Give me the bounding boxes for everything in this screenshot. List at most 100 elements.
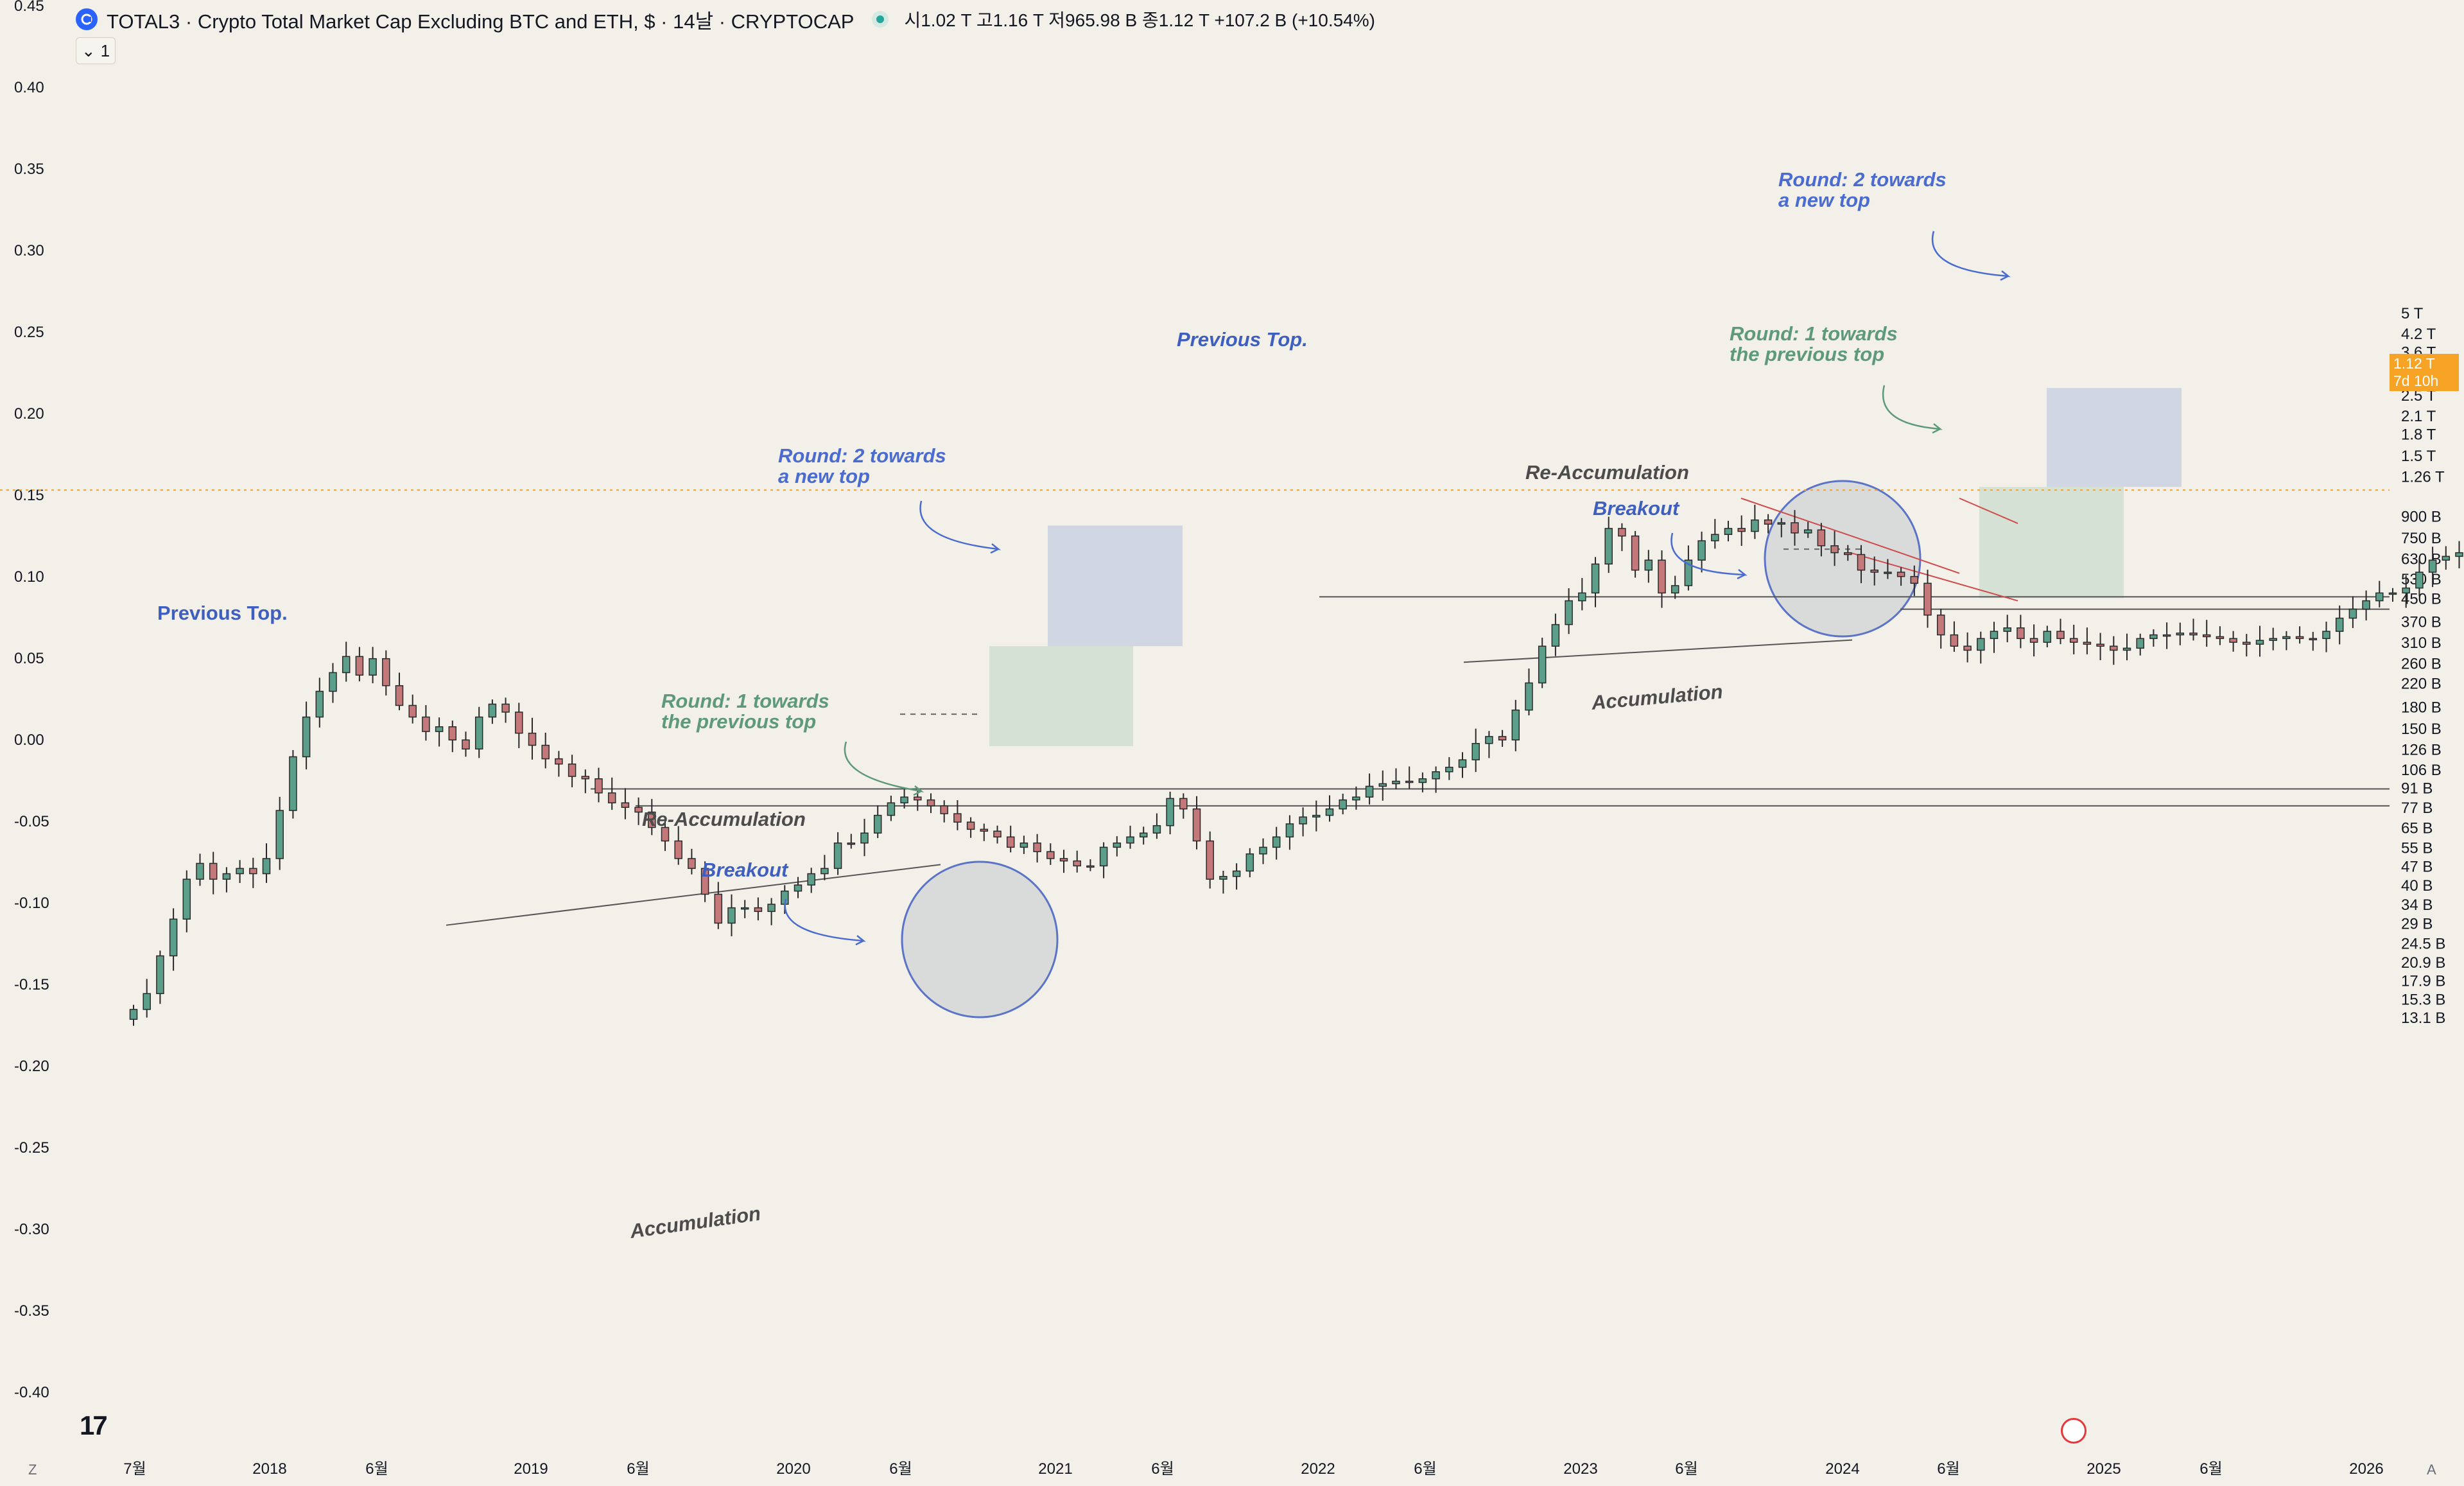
candle <box>249 857 257 888</box>
candle-body <box>1684 559 1693 586</box>
candle-body <box>1711 534 1719 541</box>
candle-body <box>1977 638 1985 651</box>
candle-body <box>555 758 563 765</box>
candle <box>2229 631 2237 652</box>
time-tick-label: 6월 <box>2199 1460 2222 1478</box>
candle <box>1179 793 1188 819</box>
candle <box>2029 624 2038 657</box>
candle-body <box>515 712 523 734</box>
candle-body <box>980 828 989 832</box>
tradingview-logo-icon[interactable]: 17 <box>80 1410 108 1440</box>
candle <box>1166 791 1174 835</box>
candle <box>302 701 311 770</box>
log-scale-toggle[interactable]: Z <box>28 1462 37 1478</box>
candle <box>182 870 191 932</box>
candle <box>143 979 151 1018</box>
candle-body <box>1285 823 1294 838</box>
candle-body <box>462 739 470 750</box>
price-tick-label: 900 B <box>2401 508 2442 525</box>
candle-body <box>1670 585 1679 594</box>
left-axis-tick-label: 0.00 <box>14 731 44 749</box>
candle <box>1392 768 1400 790</box>
candle-body <box>1538 645 1547 684</box>
chart-annotation: Round: 2 towards a new top <box>1778 168 1947 211</box>
time-tick-label: 2021 <box>1038 1460 1072 1478</box>
price-tick-label: 55 B <box>2401 839 2433 857</box>
market-status-icon[interactable] <box>872 11 889 28</box>
candle-body <box>1697 540 1706 561</box>
candle-body <box>2229 638 2237 643</box>
candle <box>1896 567 1905 586</box>
candle-body <box>1844 552 1852 555</box>
candle-body <box>1206 840 1214 880</box>
candle-body <box>1458 759 1467 768</box>
round1-target-zone <box>989 646 1133 746</box>
curved-arrow <box>784 898 866 946</box>
price-tick-label: 5 T <box>2401 305 2424 322</box>
candle <box>1245 848 1254 878</box>
candle <box>1670 575 1679 599</box>
candle <box>1312 800 1321 832</box>
time-tick-label: 6월 <box>889 1460 912 1478</box>
candle <box>1977 631 1985 664</box>
candle <box>1910 565 1919 597</box>
candle <box>1870 556 1878 586</box>
candle <box>1990 622 1999 653</box>
candle <box>236 860 244 883</box>
annotation-line: the previous top <box>1730 343 1884 365</box>
price-tick-label: 17.9 B <box>2401 973 2445 990</box>
candle <box>1378 770 1387 801</box>
candle <box>1139 826 1148 845</box>
candle <box>1803 521 1812 538</box>
candles-group <box>129 504 2463 1026</box>
candle-body <box>1910 575 1919 584</box>
candle-body <box>807 873 815 886</box>
time-tick-label: 6월 <box>1414 1460 1436 1478</box>
left-axis-tick-label: -0.10 <box>14 895 49 912</box>
price-tick-label: 310 B <box>2401 634 2442 652</box>
price-tick-label: 91 B <box>2401 780 2433 797</box>
axes-group: 5 T4.2 T3.6 T3 T2.5 T2.1 T1.8 T1.5 T1.26… <box>14 0 2445 1478</box>
candle <box>2375 581 2384 608</box>
left-axis-tick-label: 0.30 <box>14 242 44 259</box>
candle <box>2269 627 2277 651</box>
candle-body <box>1896 572 1905 577</box>
candle <box>1152 813 1161 839</box>
candle <box>2362 590 2370 621</box>
candle <box>1751 504 1759 539</box>
left-axis-tick-label: 0.15 <box>14 487 44 504</box>
candle-body <box>833 843 842 870</box>
symbol-title[interactable]: TOTAL3 · Crypto Total Market Cap Excludi… <box>107 10 855 33</box>
candle-body <box>1751 519 1759 532</box>
candle-body <box>408 704 417 718</box>
candle-body <box>1046 851 1055 859</box>
indicators-toggle-button[interactable]: ⌄ 1 <box>76 37 116 64</box>
candle <box>1644 550 1653 583</box>
candle <box>993 825 1002 844</box>
candle-body <box>369 658 377 676</box>
candle-body <box>1830 545 1839 554</box>
auto-scale-toggle[interactable]: A <box>2427 1462 2436 1478</box>
candle <box>807 868 815 893</box>
time-tick-label: 2025 <box>2087 1460 2121 1478</box>
candle-body <box>2162 634 2171 637</box>
candle <box>1498 730 1507 747</box>
candle-body <box>1006 836 1015 848</box>
us-flag-icon[interactable] <box>2061 1418 2087 1444</box>
candle-body <box>2029 638 2038 643</box>
left-axis-tick-label: 0.40 <box>14 79 44 96</box>
candle-body <box>1139 832 1148 838</box>
candle <box>2388 588 2397 602</box>
candle <box>395 672 404 711</box>
candle-body <box>2335 617 2344 632</box>
candle-body <box>1618 528 1626 537</box>
candle <box>1578 578 1586 611</box>
candle <box>740 900 749 918</box>
round1-target-zone <box>1979 487 2124 599</box>
candle <box>1538 637 1547 688</box>
candle-body <box>1551 624 1560 647</box>
candle <box>2282 631 2291 651</box>
candle <box>1073 850 1081 873</box>
